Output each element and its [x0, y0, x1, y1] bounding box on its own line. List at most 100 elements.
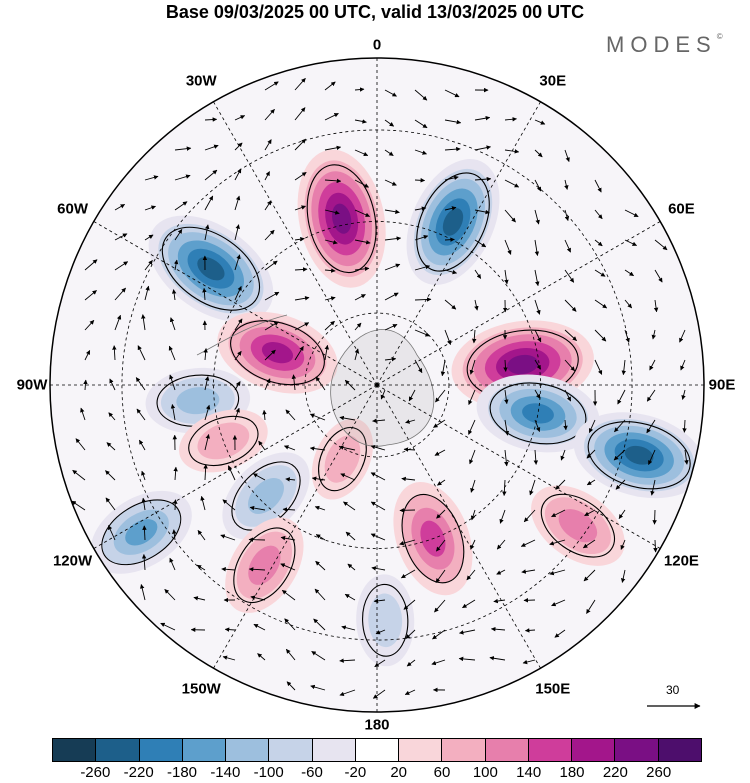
colorbar-swatch — [226, 739, 270, 761]
wind-vector — [431, 659, 446, 666]
wind-vector — [294, 296, 310, 301]
wind-vector — [339, 658, 356, 663]
wind-vector — [80, 407, 86, 421]
height-contour — [362, 583, 409, 657]
wind-vector — [504, 117, 517, 122]
wind-vector — [257, 653, 266, 661]
wind-vector — [444, 89, 460, 98]
wind-vector — [344, 379, 356, 391]
anomaly-contour — [125, 519, 158, 546]
wind-vector — [414, 89, 428, 101]
wind-vector — [249, 505, 266, 511]
wind-vector — [341, 625, 356, 631]
anomaly-blob — [225, 517, 304, 613]
wind-vector — [490, 626, 506, 632]
wind-vector — [75, 438, 86, 451]
wind-vector — [164, 588, 176, 601]
wind-vector — [280, 535, 296, 541]
wind-vector — [144, 175, 159, 181]
longitude-label: 60E — [668, 200, 695, 218]
wind-vector — [564, 329, 577, 341]
anomaly-contour — [324, 435, 361, 483]
wind-vector — [309, 413, 326, 421]
wind-vector — [564, 209, 570, 222]
colorbar-swatch — [312, 739, 356, 761]
wind-vector — [470, 539, 476, 550]
wind-vector — [354, 119, 367, 124]
wind-vector — [220, 534, 236, 541]
longitude-label: 60W — [57, 200, 88, 218]
wind-vector — [144, 234, 154, 241]
colorbar-swatch — [442, 739, 486, 761]
wind-vector — [444, 329, 452, 345]
wind-vector — [370, 472, 386, 481]
wind-vector — [560, 449, 566, 461]
wind-vector — [169, 557, 176, 571]
wind-vector — [522, 659, 536, 665]
wind-vector — [551, 599, 566, 607]
wind-vector — [471, 329, 477, 344]
colorbar-tick-label: -100 — [253, 764, 284, 781]
wind-vector — [224, 627, 236, 632]
wind-vector — [252, 473, 266, 481]
wind-vector — [354, 209, 371, 217]
wind-vector — [384, 292, 399, 301]
wind-vector — [468, 419, 476, 435]
wind-vector — [563, 419, 568, 431]
wind-vector — [555, 479, 566, 490]
wind-vector — [234, 407, 240, 421]
wind-vector — [294, 138, 307, 151]
wind-vector — [204, 224, 210, 241]
wind-vector — [371, 566, 386, 571]
wind-vector — [384, 324, 398, 331]
wind-vector — [313, 618, 326, 631]
wind-vector — [496, 569, 506, 575]
wind-vector — [264, 378, 271, 391]
wind-vector — [649, 359, 656, 371]
wind-vector — [466, 569, 476, 581]
wind-vector — [200, 495, 206, 511]
wind-vector — [264, 229, 275, 241]
map-boundary — [49, 57, 705, 713]
wind-vector — [524, 628, 536, 633]
wind-vector — [588, 419, 596, 433]
wind-vector — [620, 569, 626, 583]
wind-vector — [144, 205, 156, 211]
wind-vector — [372, 418, 386, 424]
latitude-circle — [121, 129, 633, 641]
wind-vector — [648, 449, 656, 466]
colorbar-tick-label: 220 — [602, 764, 628, 781]
wind-vector — [621, 359, 627, 376]
wind-vector — [594, 179, 602, 193]
colorbar-tick-label: -140 — [210, 764, 241, 781]
wind-vector — [324, 209, 340, 215]
wind-vector — [615, 479, 626, 490]
colorbar-tick-label: -20 — [344, 764, 367, 781]
wind-vector — [174, 146, 192, 151]
colorbar-swatch — [658, 739, 701, 761]
wind-vector — [264, 139, 272, 151]
wind-vector — [168, 345, 176, 361]
wind-vector — [583, 569, 596, 582]
colorbar-tick-label: 20 — [390, 764, 407, 781]
wind-vector — [294, 77, 306, 91]
colorbar-swatch — [269, 739, 313, 761]
anomaly-blob — [311, 418, 374, 500]
longitude-label: 120E — [663, 552, 699, 570]
wind-vector — [264, 171, 270, 181]
wind-vector — [108, 412, 116, 421]
wind-vector — [549, 539, 566, 546]
wind-vector — [469, 359, 476, 375]
wind-vector — [682, 419, 687, 433]
wind-vector — [414, 359, 423, 374]
wind-vector — [435, 569, 446, 584]
colorbar-swatch — [615, 739, 659, 761]
wind-vector — [203, 348, 208, 361]
wind-vector — [343, 501, 356, 511]
longitude-label: 180 — [364, 716, 390, 734]
anomaly-blob — [148, 215, 274, 322]
wind-vector — [414, 329, 430, 337]
wind-vector — [311, 651, 326, 661]
wind-vector — [264, 260, 278, 271]
wind-vector — [414, 264, 431, 271]
